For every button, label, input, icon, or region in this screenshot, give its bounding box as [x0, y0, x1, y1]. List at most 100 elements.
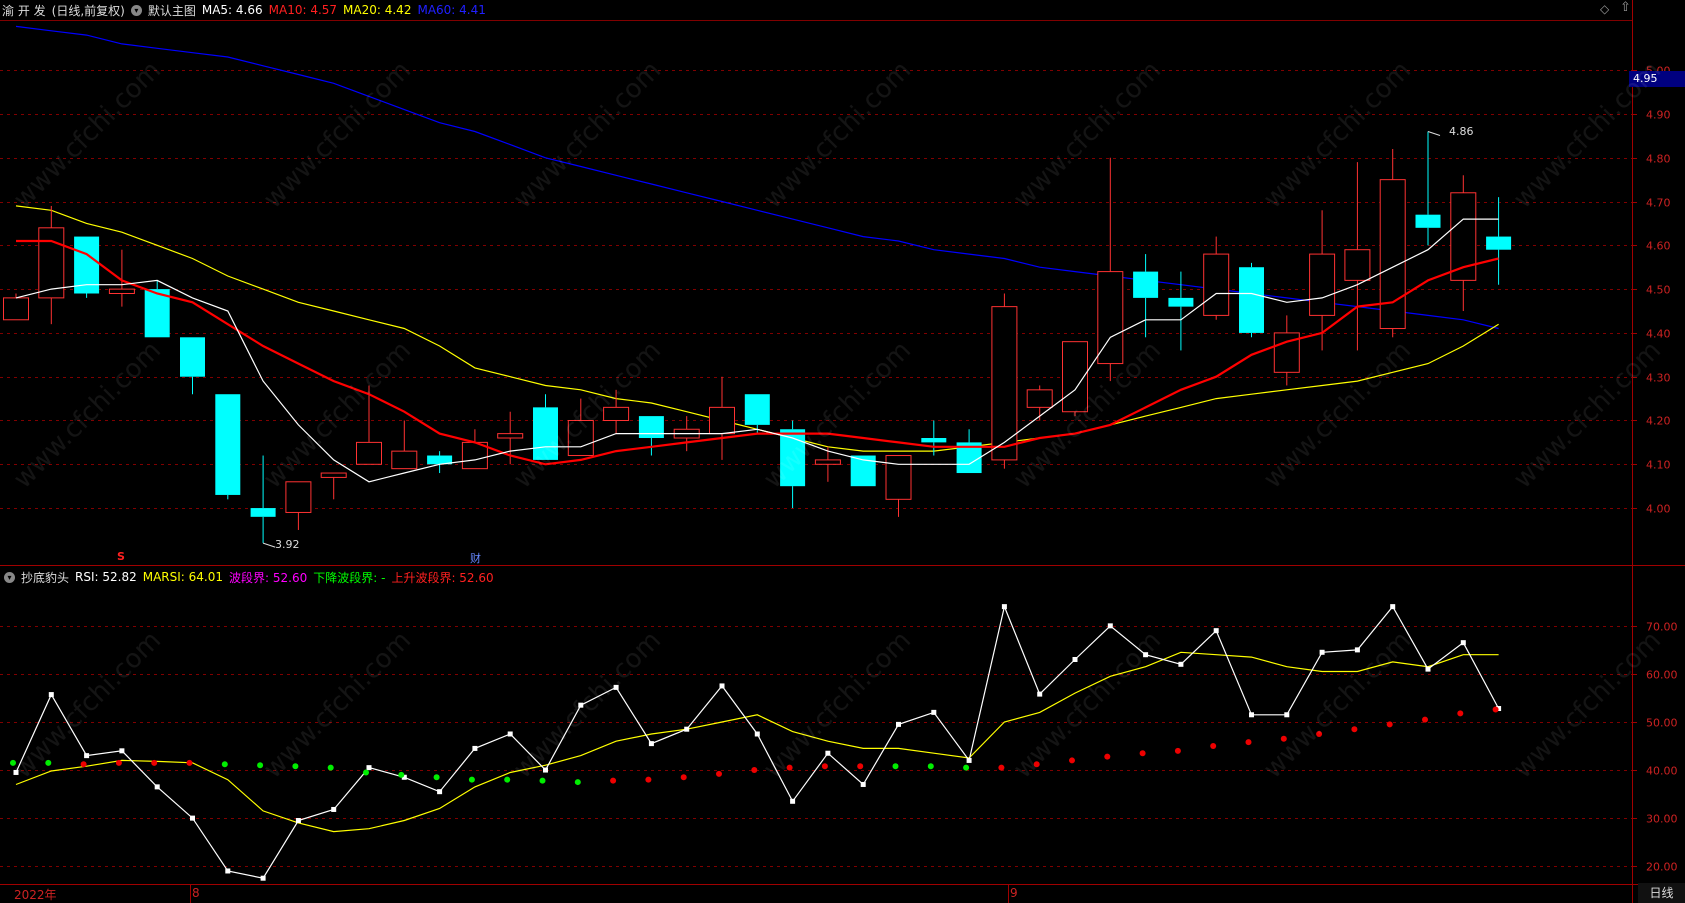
date-label-sep: 9: [1010, 886, 1018, 900]
indicator-name[interactable]: 抄底豹头: [21, 570, 70, 585]
wave-bound-dot: [998, 764, 1005, 771]
up-wave-value: 上升波段界: 52.60: [391, 570, 494, 585]
diamond-icon[interactable]: ◇: [1600, 2, 1610, 16]
rsi-point: [896, 721, 901, 727]
wave-bound-dot: [892, 763, 899, 770]
rsi-point: [1178, 661, 1184, 667]
candle-body: [391, 450, 418, 470]
rsi-point: [401, 774, 407, 780]
candle-body: [991, 306, 1018, 461]
wave-bound-dot: [151, 759, 158, 766]
rsi-point: [1460, 640, 1466, 646]
rsi-point: [719, 683, 725, 689]
stock-name: 渝 开 发: [2, 3, 46, 18]
price-tick-label: 4.80: [1646, 153, 1671, 166]
date-label-year: 2022年: [14, 888, 57, 902]
main-chart-header: 渝 开 发 (日线,前复权) ▾ 默认主图 MA5: 4.66 MA10: 4.…: [0, 0, 492, 20]
wave-bound-dot: [1210, 743, 1217, 750]
candle-body: [1344, 249, 1371, 281]
ma60-value: MA60: 4.41: [417, 3, 486, 17]
chevron-down-icon[interactable]: ▾: [4, 571, 15, 583]
wave-bound-dot: [1033, 761, 1040, 768]
rsi-point: [860, 781, 866, 787]
wave-bound-dot: [716, 770, 722, 777]
wave-bound-dot: [398, 771, 405, 778]
price-tick-label: 4.50: [1646, 284, 1671, 297]
rsi-tick-label: 40.00: [1646, 765, 1678, 778]
wave-bound-dot: [1245, 739, 1252, 746]
price-tick-label: 4.20: [1646, 415, 1671, 428]
rsi-point: [1072, 657, 1078, 662]
rsi-point: [366, 765, 372, 771]
rsi-tick-label: 70.00: [1646, 621, 1678, 634]
candle-body: [780, 429, 806, 487]
candle-body: [921, 438, 947, 443]
rsi-point: [1213, 628, 1219, 634]
candle-body: [814, 459, 841, 465]
rsi-point: [1037, 691, 1043, 697]
ma5-value: MA5: 4.66: [201, 3, 263, 17]
wave-bound-dot: [1104, 753, 1111, 760]
ma20-value: MA20: 4.42: [343, 3, 412, 17]
rsi-point: [472, 745, 478, 751]
marsi-line: [15, 651, 1499, 833]
wave-bound-dot: [927, 763, 934, 770]
candle-body: [744, 394, 770, 425]
signal-s-marker[interactable]: S: [117, 550, 125, 563]
rsi-line: [15, 604, 1500, 879]
wave-bound-dot: [1280, 735, 1287, 742]
rsi-point: [1143, 652, 1149, 658]
price-tick-label: 4.70: [1646, 197, 1671, 210]
candle-body: [885, 455, 912, 500]
finance-marker[interactable]: 财: [470, 552, 481, 565]
rsi-point: [543, 767, 548, 773]
rsi-point: [190, 815, 195, 821]
wave-bound-dot: [186, 759, 193, 766]
wave-bound-dot: [751, 767, 758, 774]
candle-body: [1486, 236, 1512, 250]
rsi-point: [684, 726, 690, 732]
down-wave-value: 下降波段界: -: [313, 570, 386, 585]
candle-body: [461, 441, 488, 470]
wave-bound-dot: [1457, 710, 1464, 717]
period-button[interactable]: 日线: [1638, 883, 1685, 903]
main-chart-name[interactable]: 默认主图: [147, 3, 196, 18]
ma5-line: [15, 218, 1499, 483]
wave-bound-dot: [1386, 721, 1393, 728]
wave-bound-dot: [80, 761, 87, 768]
rsi-point: [119, 748, 125, 754]
chevron-down-icon[interactable]: ▾: [130, 4, 142, 16]
wave-bound-dot: [292, 763, 299, 770]
wave-bound-dot: [1069, 757, 1075, 764]
candle-body: [1168, 297, 1194, 307]
wave-bound-dot: [963, 764, 970, 771]
marsi-value: MARSI: 64.01: [142, 570, 224, 584]
rsi-point: [1425, 666, 1431, 672]
candle-body: [144, 289, 170, 338]
candle-body: [1203, 253, 1230, 316]
date-label-aug: 8: [192, 886, 200, 900]
period-label: (日线,前复权): [51, 3, 125, 18]
rsi-tick-label: 60.00: [1646, 669, 1678, 682]
candle-body: [1450, 192, 1477, 281]
wave-bound-dot: [468, 776, 475, 783]
price-tick-label: 4.40: [1646, 328, 1671, 341]
wave-bound-value: 波段界: 52.60: [229, 570, 308, 585]
ma10-value: MA10: 4.57: [268, 3, 338, 17]
candle-body: [1026, 389, 1053, 408]
wave-bound-dot: [1422, 716, 1428, 723]
rsi-point: [613, 684, 619, 690]
candle-body: [1415, 214, 1441, 228]
rsi-point: [1249, 712, 1254, 718]
candle-body: [215, 394, 241, 495]
candle-body: [320, 472, 347, 478]
wave-bound-dot: [610, 777, 617, 784]
rsi-point: [1354, 647, 1360, 653]
rsi-point: [225, 868, 231, 874]
wave-bound-dot: [115, 759, 122, 766]
candle-body: [108, 288, 135, 295]
scroll-up-icon[interactable]: ⇧: [1620, 0, 1631, 15]
wave-bound-dot: [221, 761, 228, 768]
high-pointer: [1427, 131, 1441, 136]
